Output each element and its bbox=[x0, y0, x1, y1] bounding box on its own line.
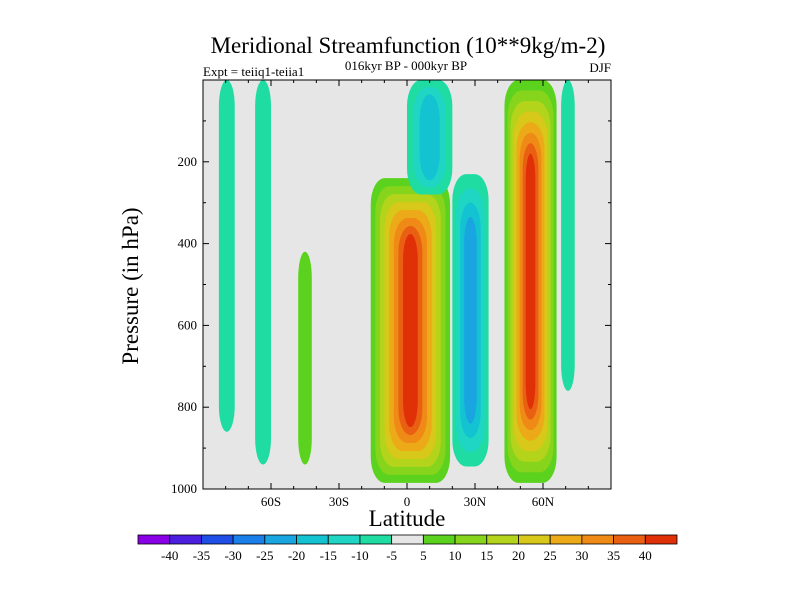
x-axis-label: Latitude bbox=[369, 506, 446, 531]
cell-nh-midlat-level-40 bbox=[525, 153, 536, 410]
cell-upper-tropical bbox=[407, 80, 453, 195]
colorbar-box bbox=[264, 534, 297, 545]
colorbar-label: -20 bbox=[288, 548, 305, 563]
cell-sh-60s bbox=[255, 80, 271, 465]
colorbar-label: 10 bbox=[449, 548, 462, 563]
colorbar-box bbox=[169, 534, 202, 545]
chart-subtitle: 016kyr BP - 000kyr BP bbox=[345, 58, 467, 73]
contour-cells bbox=[218, 80, 575, 483]
colorbar-box bbox=[201, 534, 234, 545]
cell-nh-subtropical-level-20 bbox=[464, 216, 477, 424]
y-axis-label: Pressure (in hPa) bbox=[118, 207, 143, 364]
colorbar-label: 30 bbox=[575, 548, 588, 563]
cell-tropical-main bbox=[370, 178, 451, 483]
colorbar-box bbox=[581, 534, 614, 545]
colorbar-box bbox=[644, 534, 678, 545]
cell-sh-polar-level-5 bbox=[218, 80, 235, 432]
colorbar-box bbox=[613, 534, 646, 545]
y-axis: 200 400 600 800 1000 bbox=[171, 120, 611, 496]
colorbar-box bbox=[232, 534, 266, 545]
y-tick-label: 800 bbox=[178, 399, 198, 414]
colorbar-box bbox=[327, 534, 361, 545]
cell-sh-40s bbox=[298, 251, 312, 465]
x-tick-label: 30N bbox=[464, 494, 487, 509]
colorbar-box bbox=[486, 534, 519, 545]
y-tick-label: 600 bbox=[178, 317, 198, 332]
colorbar-label: 20 bbox=[512, 548, 525, 563]
y-tick-label: 1000 bbox=[171, 481, 197, 496]
x-tick-label: 60N bbox=[532, 494, 555, 509]
colorbar-label: 35 bbox=[607, 548, 620, 563]
colorbar-label: -30 bbox=[224, 548, 241, 563]
x-axis: 60S 30S 0 30N 60N bbox=[225, 80, 589, 509]
cell-nh-subtropical bbox=[452, 174, 489, 467]
cell-upper-tropical-level-15 bbox=[419, 94, 440, 181]
cell-sh-40s-level-5 bbox=[298, 251, 312, 465]
colorbar-box bbox=[137, 534, 171, 545]
colorbar-box bbox=[549, 534, 583, 545]
colorbar-label: 40 bbox=[639, 548, 652, 563]
colorbar-box bbox=[422, 534, 456, 545]
colorbar-box bbox=[391, 534, 424, 545]
cell-nh-midlat bbox=[504, 80, 557, 483]
colorbar-label: 15 bbox=[480, 548, 493, 563]
colorbar-label: -40 bbox=[161, 548, 178, 563]
y-tick-label: 200 bbox=[178, 154, 198, 169]
experiment-label: Expt = teiiq1-teiia1 bbox=[203, 64, 304, 79]
cell-nh-polar-level-5 bbox=[561, 80, 575, 391]
cell-sh-60s-level-5 bbox=[255, 80, 271, 465]
cell-tropical-main-level-40 bbox=[403, 233, 418, 428]
cell-nh-polar bbox=[561, 80, 575, 391]
colorbar-label: -25 bbox=[256, 548, 273, 563]
colorbar-box bbox=[454, 534, 488, 545]
colorbar-box bbox=[518, 534, 551, 545]
y-tick-label: 400 bbox=[178, 236, 198, 251]
colorbar-label: -5 bbox=[386, 548, 397, 563]
colorbar-box bbox=[359, 534, 393, 545]
cell-sh-polar bbox=[218, 80, 235, 432]
colorbar-label: -35 bbox=[193, 548, 210, 563]
season-label: DJF bbox=[589, 60, 611, 75]
colorbar-box bbox=[296, 534, 329, 545]
x-tick-label: 30S bbox=[329, 494, 349, 509]
chart-title: Meridional Streamfunction (10**9kg/m-2) bbox=[211, 33, 606, 58]
colorbar-label: -10 bbox=[351, 548, 368, 563]
x-tick-label: 60S bbox=[261, 494, 281, 509]
colorbar-label: -15 bbox=[320, 548, 337, 563]
colorbar: -40 -35 -30 -25 -20 -15 -10 -5 5 10 15 20 25 30 35 40 bbox=[137, 534, 678, 563]
x-tick-label: 0 bbox=[404, 494, 411, 509]
colorbar-label: 25 bbox=[544, 548, 557, 563]
colorbar-label: 5 bbox=[420, 548, 427, 563]
